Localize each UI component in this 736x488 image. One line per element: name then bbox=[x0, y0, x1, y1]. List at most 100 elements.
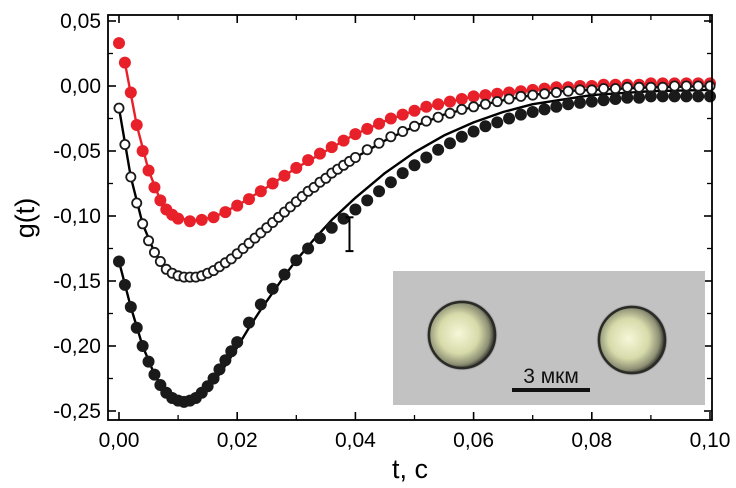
data-point bbox=[349, 128, 362, 141]
data-point bbox=[704, 80, 716, 92]
data-point bbox=[113, 255, 125, 268]
data-markers bbox=[113, 37, 716, 408]
data-point bbox=[408, 159, 421, 172]
data-point bbox=[704, 90, 716, 103]
x-tick-label: 0,04 bbox=[335, 429, 376, 452]
data-point bbox=[207, 372, 220, 385]
data-point bbox=[278, 268, 291, 281]
data-point bbox=[621, 81, 633, 93]
data-point bbox=[254, 185, 267, 198]
data-point bbox=[349, 151, 361, 163]
data-point bbox=[491, 96, 503, 108]
data-point bbox=[225, 345, 238, 358]
axes: 0,00 0,02 0,04 0,06 0,08 0,10 0,05 0,00 -0,05 -0,… bbox=[53, 10, 730, 452]
data-point bbox=[302, 154, 315, 167]
data-point bbox=[539, 88, 551, 100]
data-point bbox=[254, 298, 267, 311]
data-point bbox=[479, 98, 491, 110]
data-point bbox=[692, 80, 704, 92]
data-point bbox=[467, 125, 480, 138]
data-point bbox=[373, 185, 386, 198]
data-point bbox=[384, 112, 397, 125]
data-point bbox=[136, 340, 149, 352]
data-point bbox=[432, 143, 445, 156]
data-point bbox=[443, 137, 456, 150]
data-point bbox=[491, 116, 504, 129]
data-point bbox=[656, 90, 669, 103]
data-point bbox=[207, 211, 220, 224]
data-point bbox=[515, 90, 527, 102]
data-point bbox=[456, 103, 468, 115]
data-point bbox=[538, 103, 551, 116]
x-tick-label: 0,08 bbox=[571, 429, 612, 452]
data-point bbox=[680, 90, 693, 103]
data-point bbox=[455, 130, 468, 143]
data-point bbox=[142, 355, 155, 368]
inset-micrograph: 3 мкм bbox=[393, 271, 705, 405]
data-point bbox=[597, 94, 610, 107]
data-point bbox=[361, 194, 374, 207]
data-point bbox=[302, 242, 315, 255]
data-point bbox=[243, 193, 256, 206]
data-point bbox=[219, 206, 232, 219]
data-point bbox=[349, 203, 362, 216]
data-point bbox=[420, 151, 433, 164]
data-point bbox=[278, 169, 291, 182]
data-point bbox=[266, 177, 279, 190]
data-point bbox=[621, 91, 634, 104]
data-point bbox=[325, 221, 338, 234]
data-point bbox=[154, 255, 166, 267]
data-point bbox=[468, 101, 480, 113]
data-point bbox=[195, 213, 208, 226]
y-tick-label: -0,05 bbox=[53, 140, 101, 163]
data-point bbox=[420, 100, 433, 113]
plot-frame bbox=[107, 14, 713, 421]
data-point bbox=[420, 115, 432, 127]
data-point bbox=[142, 164, 155, 177]
data-point bbox=[680, 80, 692, 92]
y-tick-label: -0,10 bbox=[53, 205, 101, 228]
data-point bbox=[361, 122, 374, 135]
data-point bbox=[503, 112, 516, 125]
data-point bbox=[609, 93, 622, 105]
data-point bbox=[118, 278, 131, 291]
data-point bbox=[669, 80, 681, 92]
data-point bbox=[408, 120, 420, 132]
data-point bbox=[467, 90, 480, 103]
data-point bbox=[130, 321, 143, 334]
data-point bbox=[385, 131, 397, 143]
data-point bbox=[479, 89, 492, 102]
x-tick-label: 0,06 bbox=[453, 429, 494, 452]
data-point bbox=[598, 83, 610, 95]
data-point bbox=[644, 90, 657, 103]
y-axis-label: g(t) bbox=[10, 198, 40, 239]
data-point bbox=[290, 254, 303, 267]
data-point bbox=[432, 98, 445, 111]
data-point bbox=[574, 84, 586, 96]
data-point bbox=[119, 138, 131, 150]
y-tick-label: -0,20 bbox=[53, 335, 101, 358]
data-point bbox=[266, 282, 279, 295]
data-point bbox=[527, 89, 539, 101]
data-point bbox=[503, 93, 515, 105]
data-point bbox=[124, 301, 137, 313]
data-point bbox=[455, 93, 468, 105]
data-point bbox=[337, 134, 350, 147]
x-tick-label: 0,02 bbox=[217, 429, 258, 452]
data-point bbox=[313, 232, 326, 245]
data-point bbox=[243, 316, 256, 329]
data-point bbox=[562, 98, 575, 111]
data-point bbox=[313, 147, 326, 160]
data-point bbox=[231, 336, 244, 349]
data-point bbox=[586, 84, 598, 96]
data-point bbox=[397, 126, 409, 138]
data-point bbox=[113, 37, 125, 50]
data-point bbox=[148, 181, 161, 194]
data-point bbox=[562, 85, 574, 97]
data-point bbox=[432, 111, 444, 123]
data-point bbox=[231, 199, 244, 212]
data-point bbox=[148, 246, 160, 258]
y-tick-label: 0,00 bbox=[60, 75, 101, 98]
data-point bbox=[148, 368, 161, 381]
data-point bbox=[585, 95, 598, 108]
